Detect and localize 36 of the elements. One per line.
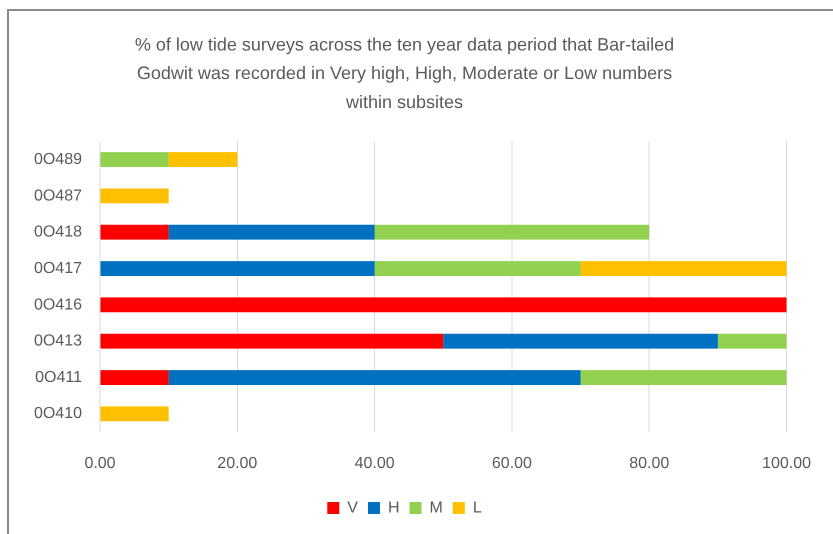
x-tick-label: 40.00 [354, 455, 395, 472]
bar [374, 224, 650, 240]
bar [580, 261, 787, 276]
legend-label: H [388, 499, 400, 516]
bar [100, 334, 444, 349]
x-tick-label: 60.00 [492, 455, 532, 472]
y-tick-label: 0O417 [34, 260, 82, 277]
bar [168, 224, 375, 240]
bar [100, 152, 169, 168]
y-tick-label: 0O489 [34, 150, 82, 168]
x-tick-label: 80.00 [629, 455, 670, 472]
y-tick-label: 0O413 [34, 332, 82, 350]
bar [168, 152, 238, 168]
legend-label: M [430, 499, 443, 516]
bar [100, 370, 169, 385]
bar [718, 334, 787, 349]
bar [100, 188, 169, 204]
y-tick-label: 0O418 [34, 224, 82, 241]
y-tick-label: 0O416 [34, 296, 82, 314]
x-tick-label: 0.00 [84, 455, 116, 472]
bar [100, 406, 169, 422]
bar [168, 370, 581, 385]
x-tick-label: 100.00 [762, 455, 812, 472]
y-tick-label: 0O410 [34, 405, 82, 422]
legend-label: V [347, 499, 358, 516]
bar [443, 334, 718, 349]
bar [100, 224, 169, 240]
legend-label: L [472, 499, 482, 516]
bar [100, 297, 787, 312]
bar [100, 261, 375, 276]
y-tick-label: 0O487 [34, 187, 82, 204]
bar [374, 261, 581, 276]
chart-title: % of low tide surveys across the ten year data period that Bar-tailed Godwit was recorded in Very high, High, Moderate or Low numbers within subsites [134, 34, 674, 112]
x-tick-label: 20.00 [217, 455, 258, 472]
y-tick-label: 0O411 [35, 368, 82, 386]
bar [580, 370, 787, 385]
